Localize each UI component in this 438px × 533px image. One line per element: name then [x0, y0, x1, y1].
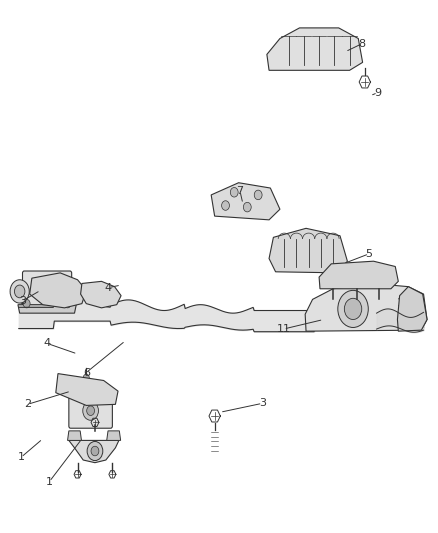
Polygon shape	[397, 287, 427, 331]
Polygon shape	[305, 284, 427, 331]
Polygon shape	[30, 273, 86, 308]
Text: 6: 6	[83, 368, 90, 377]
Text: 4: 4	[43, 338, 51, 349]
Text: 1: 1	[18, 453, 25, 463]
Text: 8: 8	[358, 39, 365, 49]
Text: 2: 2	[24, 399, 31, 409]
Circle shape	[23, 300, 30, 308]
Circle shape	[87, 406, 95, 416]
Text: 5: 5	[366, 249, 373, 259]
Polygon shape	[211, 183, 280, 220]
Polygon shape	[107, 431, 120, 440]
Text: 3: 3	[259, 398, 266, 408]
Polygon shape	[18, 305, 76, 313]
Circle shape	[93, 285, 109, 304]
Circle shape	[254, 190, 262, 200]
Circle shape	[14, 285, 25, 298]
Circle shape	[244, 203, 251, 212]
Circle shape	[83, 374, 89, 382]
Circle shape	[39, 280, 56, 301]
Circle shape	[230, 188, 238, 197]
Text: 11: 11	[276, 324, 290, 334]
Circle shape	[43, 285, 51, 296]
Polygon shape	[269, 228, 347, 273]
Circle shape	[338, 290, 368, 327]
Polygon shape	[319, 261, 398, 289]
Circle shape	[97, 289, 105, 299]
Circle shape	[81, 384, 95, 401]
Text: 1: 1	[46, 477, 53, 487]
Circle shape	[64, 300, 71, 308]
Text: 9: 9	[374, 87, 381, 98]
FancyBboxPatch shape	[22, 271, 72, 310]
Polygon shape	[267, 28, 363, 70]
Circle shape	[83, 401, 99, 420]
Circle shape	[10, 280, 29, 303]
Text: 10: 10	[397, 297, 411, 308]
Text: 3: 3	[19, 296, 26, 306]
Polygon shape	[69, 440, 119, 463]
Polygon shape	[81, 281, 121, 308]
Circle shape	[87, 441, 103, 461]
Circle shape	[344, 298, 362, 319]
FancyBboxPatch shape	[69, 393, 113, 428]
Polygon shape	[67, 431, 81, 440]
Text: 7: 7	[237, 185, 244, 196]
Circle shape	[222, 201, 230, 211]
Circle shape	[91, 446, 99, 456]
Polygon shape	[56, 374, 118, 406]
Text: 4: 4	[104, 282, 112, 293]
